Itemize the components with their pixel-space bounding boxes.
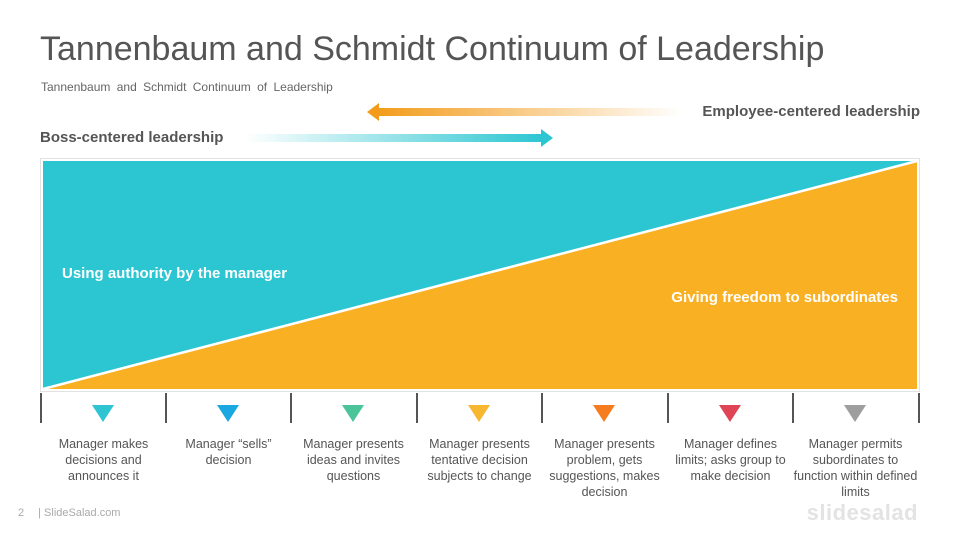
step-4-description: Manager presents tentative decision subj…: [427, 437, 532, 483]
right-arrow-icon: [245, 129, 553, 147]
step-1-down-triangle-icon: [92, 405, 114, 422]
step-5-down-triangle-icon: [593, 405, 615, 422]
page-number: 2: [18, 507, 25, 519]
footer: 2 | SlideSalad.com: [18, 507, 120, 519]
diagonal-divider: [42, 159, 918, 391]
scale-tick: [416, 393, 418, 423]
scale-tick: [40, 393, 42, 423]
page-subtitle: Tannenbaum and Schmidt Continuum of Lead…: [41, 80, 333, 94]
step-6-down-triangle-icon: [719, 405, 741, 422]
step-7-down-triangle-icon: [844, 405, 866, 422]
step-1-description: Manager makes decisions and announces it: [58, 437, 149, 483]
left-arrow-icon: [367, 103, 682, 121]
step-6-description: Manager defines limits; asks group to ma…: [675, 437, 786, 483]
scale-tick: [918, 393, 920, 423]
step-3-down-triangle-icon: [342, 405, 364, 422]
footer-site-link[interactable]: | SlideSalad.com: [38, 507, 121, 519]
scale-tick: [290, 393, 292, 423]
continuum-diagram: [40, 158, 920, 392]
employee-centered-label: Employee-centered leadership: [702, 103, 920, 120]
continuum-scale: [40, 393, 920, 423]
boss-centered-label: Boss-centered leadership: [40, 129, 224, 146]
manager-authority-label: Using authority by the manager: [62, 265, 288, 282]
step-2-description: Manager “sells” decision: [185, 437, 272, 467]
scale-tick: [541, 393, 543, 423]
step-2-down-triangle-icon: [217, 405, 239, 422]
brand-logo: slidesalad: [806, 500, 918, 525]
step-5-description: Manager presents problem, gets suggestio…: [549, 437, 660, 499]
subordinate-freedom-label: Giving freedom to subordinates: [671, 289, 898, 306]
scale-tick: [165, 393, 167, 423]
step-3-description: Manager presents ideas and invites quest…: [303, 437, 404, 483]
page-title: Tannenbaum and Schmidt Continuum of Lead…: [40, 30, 825, 68]
step-4-down-triangle-icon: [468, 405, 490, 422]
scale-tick: [667, 393, 669, 423]
step-7-description: Manager permits subordinates to function…: [793, 437, 918, 499]
scale-tick: [792, 393, 794, 423]
